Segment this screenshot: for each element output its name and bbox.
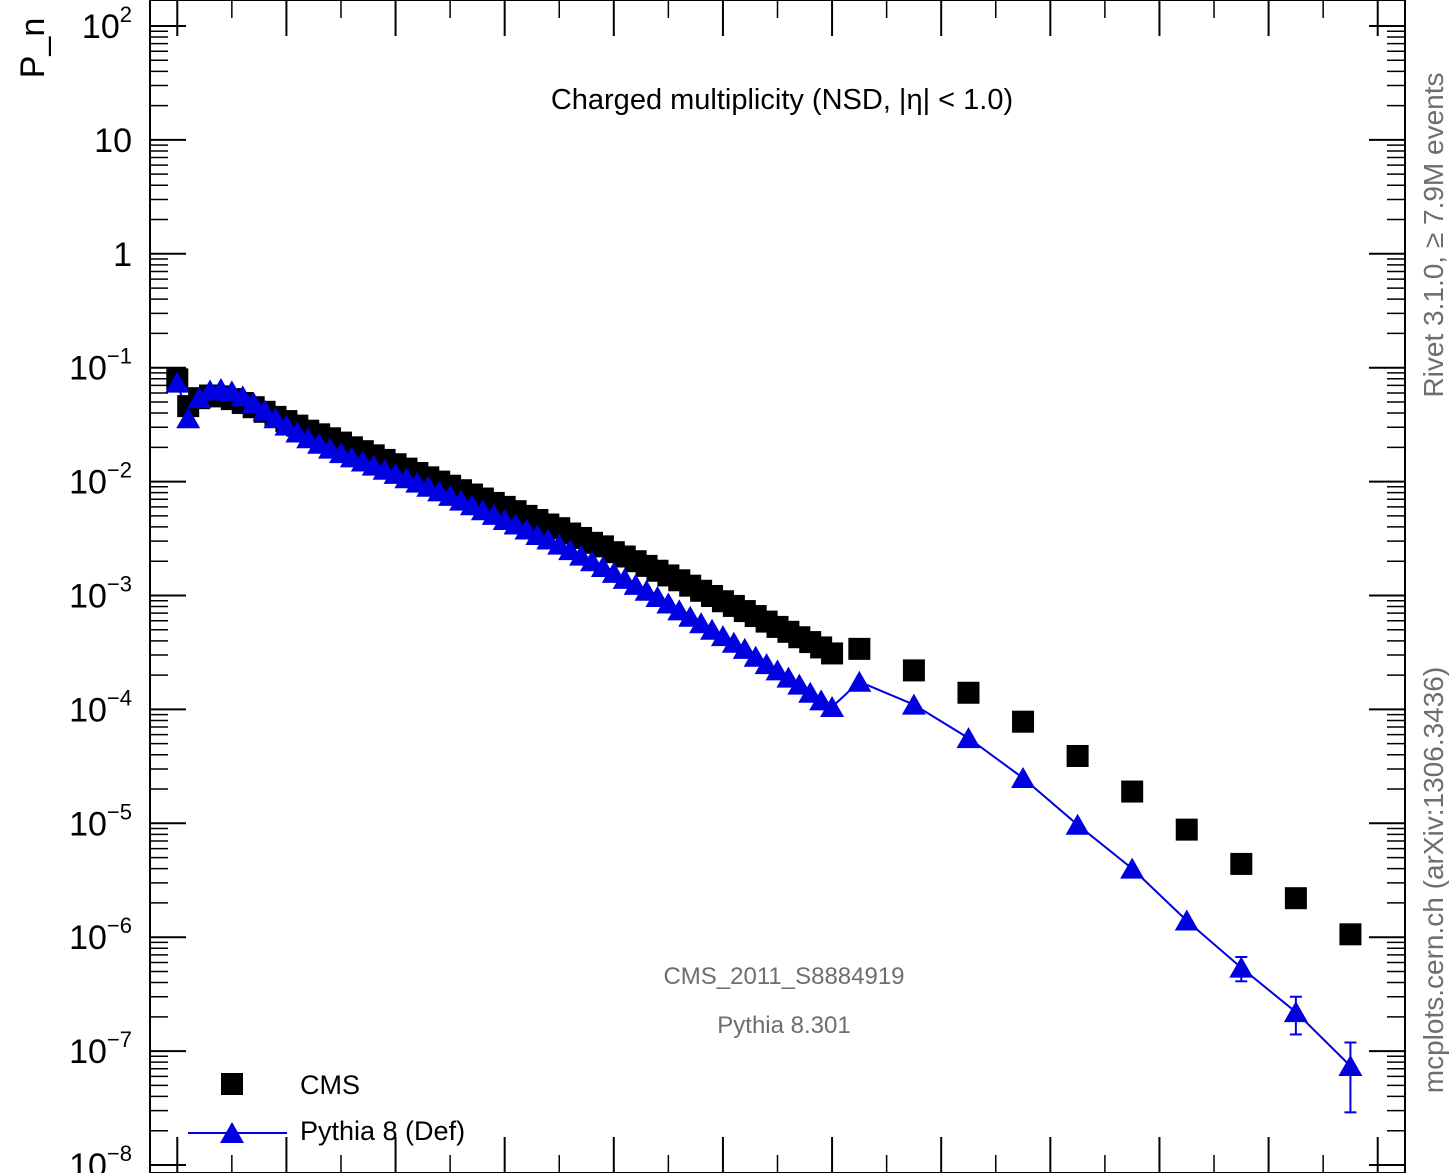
pythia-data-point	[263, 407, 288, 429]
pythia-data-point	[732, 637, 757, 659]
y-tick-label: 10	[94, 122, 132, 160]
pythia-data-point	[743, 645, 768, 667]
y-tick-label: 10−4	[69, 685, 132, 729]
legend-label-cms: CMS	[300, 1070, 360, 1100]
cms-data-point	[1175, 818, 1198, 841]
cms-data-point	[821, 642, 844, 665]
cms-data-point	[1230, 852, 1253, 875]
pythia-data-point	[901, 693, 926, 715]
y-tick-label: 10−6	[69, 913, 132, 957]
pythia-data-point	[787, 673, 812, 695]
y-axis-label: P_n	[14, 18, 52, 79]
pythia-data-point	[798, 681, 823, 703]
pythia-data-point	[187, 387, 212, 409]
pythia-data-point	[1229, 956, 1254, 978]
cms-data-point	[848, 637, 871, 660]
cms-data-point	[1121, 780, 1144, 803]
cms-data-point	[1066, 744, 1089, 767]
pythia-data-point	[176, 407, 201, 429]
pythia-data-point	[765, 659, 790, 681]
pythia-data-point	[956, 727, 981, 749]
legend-marker-pythia	[220, 1122, 244, 1143]
y-tick-label: 10−3	[69, 572, 132, 616]
cms-data-point	[902, 659, 925, 682]
y-tick-label: 102	[82, 2, 132, 46]
pythia-data-point	[165, 371, 190, 393]
legend: CMS Pythia 8 (Def)	[188, 1070, 465, 1146]
pythia-data-point	[241, 391, 266, 413]
y-tick-label: 10−7	[69, 1027, 132, 1071]
y-tick-label: 10−2	[69, 458, 132, 502]
plot-frame	[149, 0, 1406, 1173]
cms-data-point	[1012, 710, 1035, 733]
pythia-data-point	[1120, 857, 1145, 879]
pythia-data-point	[1065, 813, 1090, 835]
analysis-id-label: CMS_2011_S8884919	[663, 963, 904, 990]
mcplots-source-label: mcplots.cern.ch (arXiv:1306.3436)	[1418, 667, 1449, 1093]
legend-label-pythia: Pythia 8 (Def)	[300, 1116, 465, 1146]
y-tick-label: 10−5	[69, 799, 132, 843]
pythia-data-point	[252, 399, 277, 421]
cms-data-point	[1284, 887, 1307, 910]
pythia-data-point	[1283, 1001, 1308, 1023]
axis-ticks	[150, 0, 1405, 1173]
y-tick-label: 1	[113, 236, 132, 274]
y-tick-labels: 102 10 1 10−1 10−2 10−3 10−4 10−5 10−6 10−7 10−8	[69, 2, 132, 1173]
y-tick-label: 10−1	[69, 344, 132, 388]
chart-title: Charged multiplicity (NSD, |η| < 1.0)	[551, 84, 1013, 116]
y-tick-label: 10−8	[69, 1141, 132, 1173]
pythia-data-point	[1011, 766, 1036, 788]
generator-label: Pythia 8.301	[717, 1012, 850, 1039]
series-layer	[165, 368, 1363, 1114]
pythia-data-point	[820, 695, 845, 717]
pythia-data-point	[1338, 1054, 1363, 1076]
rivet-version-label: Rivet 3.1.0, ≥ 7.9M events	[1418, 72, 1449, 397]
pythia-data-point	[847, 670, 872, 692]
pythia-data-point	[1174, 909, 1199, 931]
cms-data-point	[957, 681, 980, 704]
cms-data-point	[1339, 923, 1362, 946]
legend-marker-cms	[221, 1073, 243, 1095]
